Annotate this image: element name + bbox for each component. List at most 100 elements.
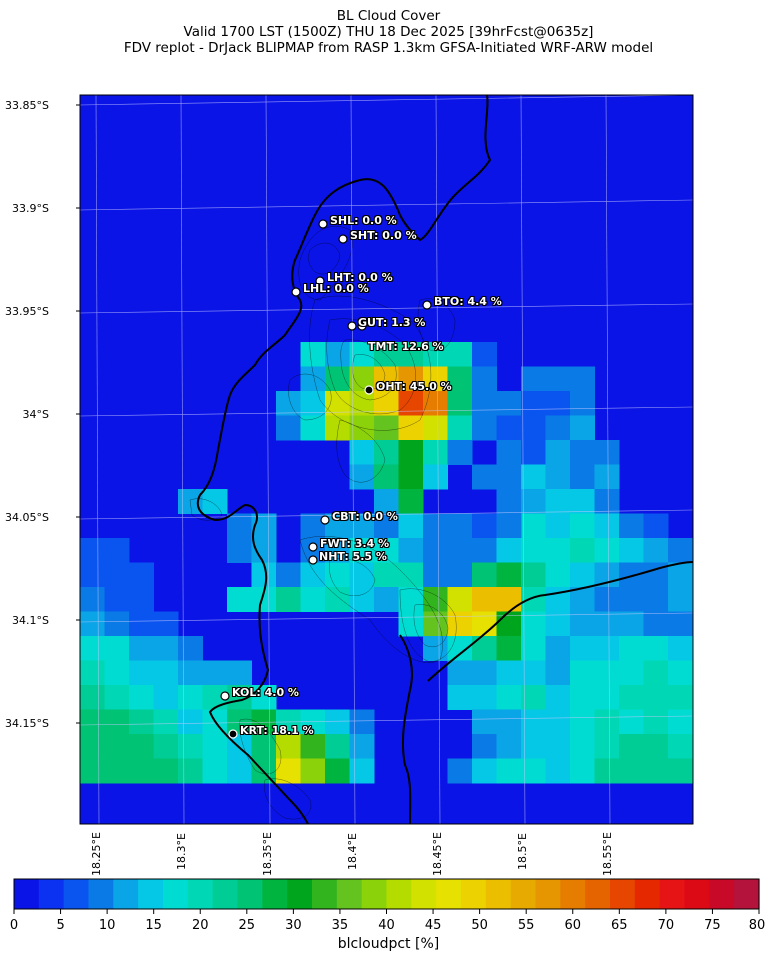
cloud-cell [153, 734, 179, 759]
cloud-cell [276, 734, 301, 759]
cloud-cell [423, 342, 448, 367]
cloud-cell [423, 611, 448, 637]
cloud-cell [447, 440, 473, 465]
station-label: SHL: 0.0 % [330, 214, 397, 227]
cloud-cell [668, 562, 693, 588]
station-label: KRT: 18.1 % [240, 724, 314, 737]
colorbar-tick-label: 15 [145, 918, 162, 933]
cloud-cell [349, 709, 375, 735]
cloud-cell [594, 709, 620, 735]
colorbar-segment [63, 879, 90, 909]
cloud-cell [276, 562, 301, 588]
cloud-cell [545, 734, 571, 759]
cloud-cell [643, 636, 669, 661]
cloud-cell [129, 611, 154, 637]
cloud-cell [325, 587, 350, 612]
colorbar-tick-label: 40 [378, 918, 395, 933]
cloud-cell [178, 636, 203, 661]
colorbar-segment [262, 879, 288, 909]
cloud-cell [570, 734, 595, 759]
colorbar-segment [659, 879, 686, 909]
colorbar-tick-label: 55 [517, 918, 535, 933]
cloud-cell [570, 538, 595, 563]
colorbar [14, 879, 760, 909]
cloud-cell [545, 636, 571, 661]
cloud-cell [545, 685, 571, 710]
cloud-cell [153, 685, 179, 710]
colorbar-segment [113, 879, 139, 909]
cloud-cell [276, 587, 301, 612]
cloud-cell [570, 440, 595, 465]
station-label: CBT: 0.0 % [332, 510, 398, 523]
cloud-cell [643, 758, 669, 784]
lat-label: 33.95°S [5, 305, 49, 318]
lon-label: 18.55°E [601, 832, 614, 876]
cloud-cell [423, 538, 448, 563]
cloud-cell [643, 513, 669, 539]
cloud-cell [570, 391, 595, 416]
cloud-cell [496, 440, 522, 465]
cloud-cell [570, 513, 595, 539]
colorbar-segment [88, 879, 114, 909]
cloud-cell [521, 562, 546, 588]
cloud-cell [447, 587, 473, 612]
cloud-cell [374, 513, 399, 539]
cloud-cell [496, 734, 522, 759]
cloud-cell [668, 636, 693, 661]
colorbar-segment [510, 879, 537, 909]
colorbar-segment [312, 879, 338, 909]
cloud-cell [349, 562, 375, 588]
cloud-cell [570, 709, 595, 735]
lat-label: 34°S [22, 408, 49, 421]
cloud-cell [619, 660, 644, 686]
colorbar-tick-label: 45 [424, 918, 442, 933]
cloud-cell [423, 440, 448, 465]
cloud-cell [545, 709, 571, 735]
cloud-cell [496, 685, 522, 710]
cloud-cell [104, 685, 130, 710]
station-marker [338, 234, 348, 244]
cloud-cell [129, 734, 154, 759]
cloud-cell [668, 611, 693, 637]
cloud-cell [447, 660, 473, 686]
cloud-cell [398, 464, 424, 490]
cloud-cell [325, 513, 350, 539]
map-frame [79, 94, 694, 825]
title-line3: FDV replot - DrJack BLIPMAP from RASP 1.… [123, 40, 654, 56]
colorbar-ticks [13, 909, 760, 914]
colorbar-segment [436, 879, 462, 909]
title-line2: Valid 1700 LST (1500Z) THU 18 Dec 2025 [… [183, 24, 594, 40]
cloud-cell [521, 587, 546, 612]
cloud-cell [251, 685, 277, 710]
cloud-cell [668, 758, 693, 784]
cloud-cell [472, 538, 497, 563]
cloud-cell [374, 464, 399, 490]
cloud-cell [227, 758, 252, 784]
cloud-cell [153, 636, 179, 661]
cloud-cell [521, 709, 546, 735]
colorbar-segment [38, 879, 65, 909]
cloud-cell [472, 415, 497, 441]
station-label: FWT: 3.4 % [320, 537, 390, 550]
cloud-cell [545, 538, 571, 563]
colorbar-tick-label: 65 [611, 918, 628, 933]
cloud-cell [300, 758, 326, 784]
cloud-cell [594, 587, 620, 612]
station-label: GUT: 1.3 % [358, 316, 426, 329]
cloud-cell [545, 660, 571, 686]
cloud-cell [300, 587, 326, 612]
cloud-cell [619, 513, 644, 539]
cloud-cell [472, 562, 497, 588]
cloud-cell [643, 660, 669, 686]
cloud-cell [594, 685, 620, 710]
cloud-cell [496, 489, 522, 514]
cloud-cell [496, 562, 522, 588]
colorbar-tick-label: 10 [98, 918, 116, 933]
cloud-cell [521, 366, 546, 392]
lon-label: 18.3°E [175, 833, 188, 870]
cloud-cell [472, 685, 497, 710]
cloud-cell [668, 685, 693, 710]
cloud-cell [423, 587, 448, 612]
cloud-cell [668, 660, 693, 686]
